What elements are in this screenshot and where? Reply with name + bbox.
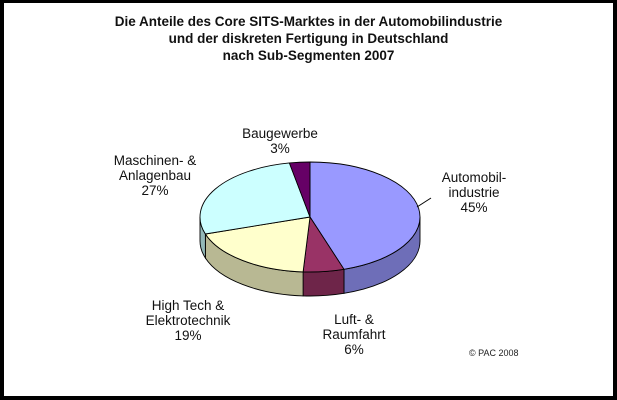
slice-high-tech-elektrotechnik bbox=[204, 216, 311, 273]
chart-title-line-1: Die Anteile des Core SITS-Marktes in der… bbox=[114, 14, 503, 29]
label-luft-raumfahrt-value: 6% bbox=[344, 342, 364, 357]
label-automobilindustrie-value: 45% bbox=[460, 200, 488, 215]
chart-title-line-3: nach Sub-Segmenten 2007 bbox=[222, 48, 395, 63]
label-maschinen-line-2: Anlagenbau bbox=[118, 168, 192, 183]
label-baugewerbe-line-1: Baugewerbe bbox=[242, 126, 318, 141]
label-baugewerbe-value: 3% bbox=[270, 141, 290, 156]
slice-maschinen-anlagenbau bbox=[199, 162, 311, 235]
pie-tops bbox=[199, 161, 421, 273]
chart-frame: Die Anteile des Core SITS-Marktes in der… bbox=[4, 3, 613, 396]
label-luft-raumfahrt: Luft- & Raumfahrt 6% bbox=[309, 312, 399, 357]
chart-title-line-2: und der diskreten Fertigung in Deutschla… bbox=[168, 31, 449, 46]
chart-title: Die Anteile des Core SITS-Marktes in der… bbox=[4, 13, 613, 64]
label-luft-raumfahrt-line-1: Luft- & bbox=[334, 312, 374, 327]
label-high-tech-line-2: Elektrotechnik bbox=[145, 313, 231, 328]
label-luft-raumfahrt-line-2: Raumfahrt bbox=[322, 327, 386, 342]
label-baugewerbe: Baugewerbe 3% bbox=[230, 126, 330, 156]
copyright-note: © PAC 2008 bbox=[469, 348, 519, 358]
label-automobilindustrie-line-2: industrie bbox=[448, 185, 500, 200]
label-maschinen-value: 27% bbox=[141, 183, 169, 198]
label-high-tech: High Tech & Elektrotechnik 19% bbox=[128, 298, 248, 343]
slice-side-luft-raumfahrt bbox=[302, 268, 345, 297]
label-automobilindustrie-line-1: Automobil- bbox=[441, 170, 507, 185]
label-automobilindustrie: Automobil- industrie 45% bbox=[424, 170, 524, 215]
slice-baugewerbe bbox=[288, 161, 311, 218]
label-maschinen: Maschinen- & Anlagenbau 27% bbox=[100, 153, 210, 198]
slice-automobil-industrie bbox=[309, 161, 421, 270]
label-high-tech-line-1: High Tech & bbox=[151, 298, 225, 313]
leader-line-automobilindustrie bbox=[416, 197, 432, 208]
pie-chart bbox=[199, 161, 432, 297]
label-high-tech-value: 19% bbox=[174, 328, 202, 343]
label-maschinen-line-1: Maschinen- & bbox=[113, 153, 197, 168]
